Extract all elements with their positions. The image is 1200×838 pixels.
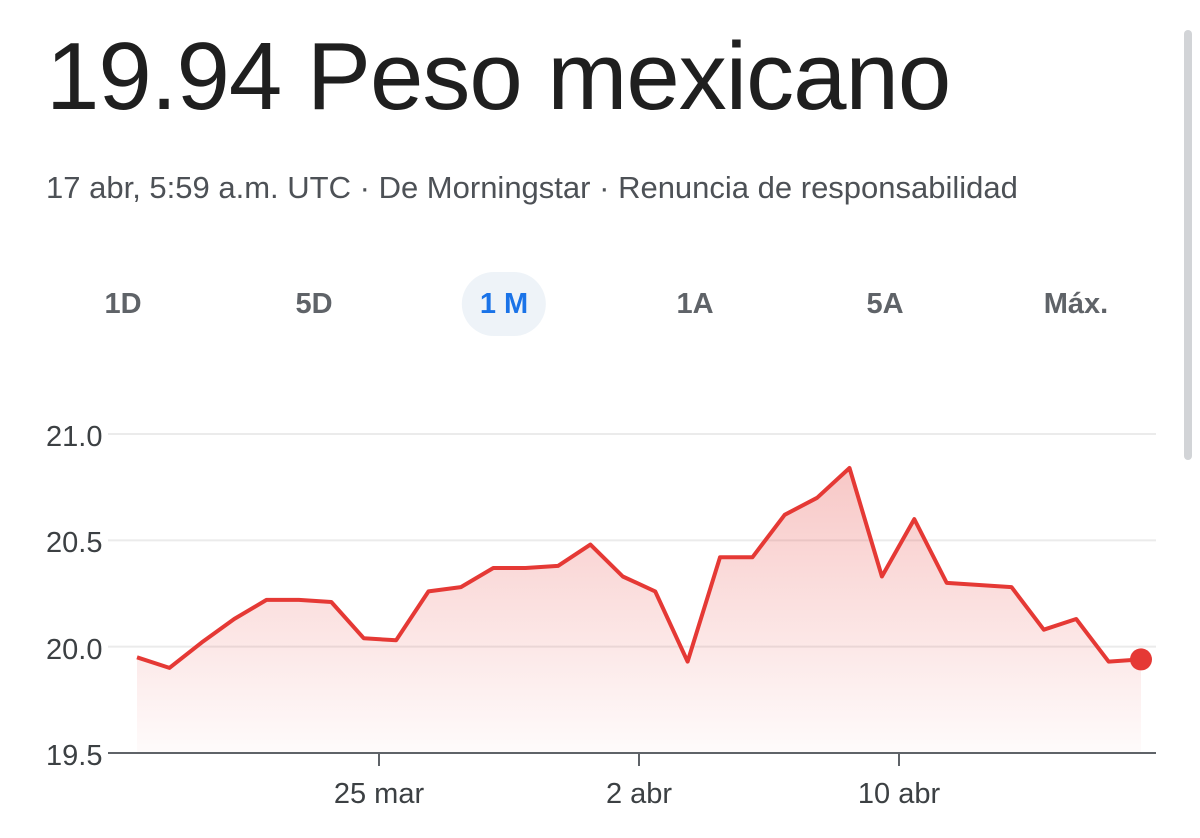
y-tick-label: 21.0 [46,421,102,453]
page-title: 19.94 Peso mexicano [46,23,951,130]
separator: · [359,170,370,205]
source-label: De Morningstar [378,170,591,205]
price-area [137,468,1141,753]
range-tab-5a[interactable]: 5A [866,288,904,320]
x-tick-label: 2 abr [606,778,672,810]
range-tab-max[interactable]: Máx. [1043,288,1109,320]
y-tick-label: 20.5 [46,527,102,559]
x-tick-label: 10 abr [858,778,941,810]
range-tab-1d[interactable]: 1D [104,288,142,320]
range-tabs: 1D 5D 1 M 1A 5A Máx. [28,272,1158,336]
quote-meta: 17 abr, 5:59 a.m. UTC · De Morningstar ·… [46,168,1018,208]
separator: · [599,170,610,205]
y-tick-label: 20.0 [46,634,102,666]
scrollbar[interactable] [1184,30,1192,460]
y-tick-label: 19.5 [46,740,102,772]
range-tab-1a[interactable]: 1A [676,288,714,320]
x-axis: 25 mar 2 abr 10 abr [108,752,1156,810]
current-value-dot [1130,648,1152,671]
range-tab-5d[interactable]: 5D [295,288,333,320]
y-axis-labels: 21.0 20.5 20.0 19.5 [46,421,102,772]
disclaimer-link[interactable]: Renuncia de responsabilidad [618,170,1018,205]
timestamp: 17 abr, 5:59 a.m. UTC [46,170,351,205]
price-line [136,466,1142,670]
x-tick-label: 25 mar [334,778,425,810]
range-tab-1m[interactable]: 1 M [461,272,547,336]
